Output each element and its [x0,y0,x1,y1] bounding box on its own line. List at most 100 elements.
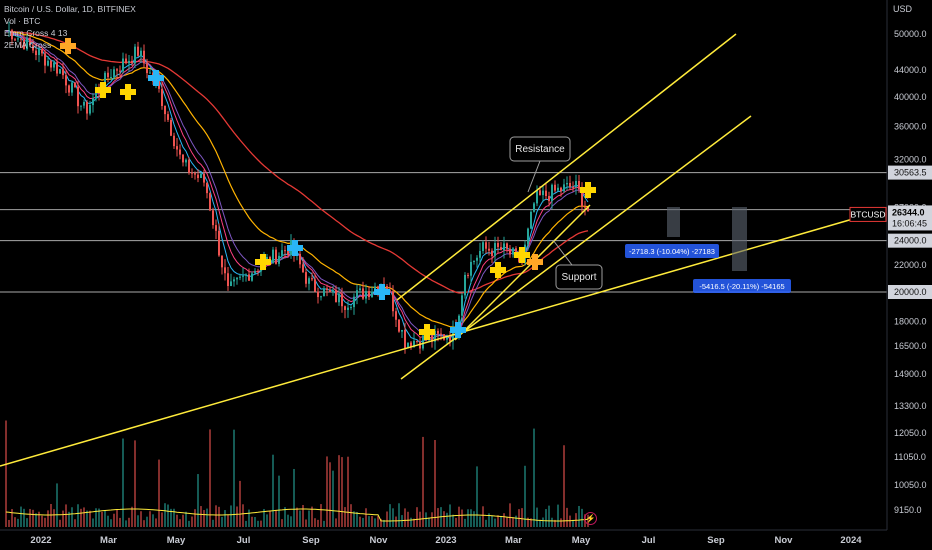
volume-bar [125,520,127,527]
candle-body [26,38,28,50]
candle-body [191,172,193,174]
volume-bar [176,514,178,527]
candle-body [332,290,334,293]
cross-marker [120,84,136,100]
volume-bar [467,509,469,527]
candle-body [239,276,241,278]
candle-body [422,335,424,349]
candle-body [461,295,463,316]
candle-body [116,69,118,71]
volume-bar [521,508,523,527]
volume-bar [461,509,463,527]
candle-body [308,278,310,284]
measure-box [667,207,680,237]
candle-body [440,333,442,335]
candle-body [476,257,478,261]
volume-bar [203,510,205,527]
candle-body [35,50,37,56]
volume-bar [542,517,544,527]
candle-body [299,253,301,265]
cross-marker [255,254,271,270]
volume-bar [488,513,490,527]
price-tick: 50000.0 [894,29,927,39]
volume-bar [395,516,397,527]
candle-body [218,230,220,256]
cross-markers [60,38,596,340]
candle-body [41,48,43,54]
time-tick: May [167,535,186,546]
time-tick: May [572,535,591,546]
volume-bar [473,511,475,527]
volume-bar [248,509,250,527]
volume-bar [47,510,49,527]
candle-body [275,249,277,264]
candle-body [110,76,112,78]
price-tick: 10050.0 [894,480,927,490]
volume-bar [92,518,94,527]
alert-icon[interactable]: ⚡ [584,512,597,525]
candle-body [128,60,130,64]
volume-bar [101,511,103,527]
last-price-label: BTCUSD 26344.016:06:45 [849,205,932,231]
candle-body [410,342,412,348]
time-tick: Nov [370,535,389,546]
volume-bar [152,514,154,527]
volume-bar [182,514,184,527]
candle-body [506,243,508,249]
price-label: 26344.0 [892,207,925,217]
volume-bar [380,518,382,527]
level-label-bg [888,233,932,248]
candle-body [413,340,415,348]
volume-bar [113,513,115,527]
volume-bar [275,510,277,527]
volume-bar [134,440,136,527]
candle-body [548,195,550,202]
candle-body [71,82,73,93]
candle-body [20,38,22,40]
candle-body [359,288,361,291]
volume-bar [95,508,97,527]
volume-bar [98,508,100,527]
volume-bar [41,515,43,527]
volume-bar [392,508,394,527]
measure-label: -5416.5 (-20.11%) -54165 [699,282,784,291]
volume-bar [545,509,547,527]
volume-bar [11,509,13,527]
volume-bar [65,504,67,527]
candle-body [224,267,226,274]
candle-body [527,228,529,245]
volume-bar [284,507,286,527]
volume-bar [341,457,343,527]
volume-bar [476,466,478,527]
volume-bar [131,506,133,527]
candle-body [449,337,451,342]
candle-body [395,311,397,320]
volume-bar [404,508,406,527]
volume-bar [413,518,415,527]
candle-body [65,75,67,86]
volume-bar [539,520,541,527]
candle-body [311,278,313,280]
volume-bar [293,468,295,527]
volume-bar [218,506,220,527]
volume-bar [572,519,574,527]
volume-bar [446,512,448,527]
volume-bar [308,510,310,527]
candle-body [167,114,169,120]
ema-line [5,30,589,344]
candle-body [56,62,58,74]
volume-bar [560,518,562,527]
volume-bar [494,518,496,527]
volume-bar [44,517,46,527]
candle-body [473,260,475,262]
volume-bar [311,506,313,527]
candle-body [509,248,511,255]
candle-body [587,206,589,212]
candle-body [95,91,97,99]
candle-body [245,274,247,276]
candles [8,21,589,354]
candle-body [248,274,250,281]
volume-bar [251,516,253,527]
measure-box [732,207,747,271]
